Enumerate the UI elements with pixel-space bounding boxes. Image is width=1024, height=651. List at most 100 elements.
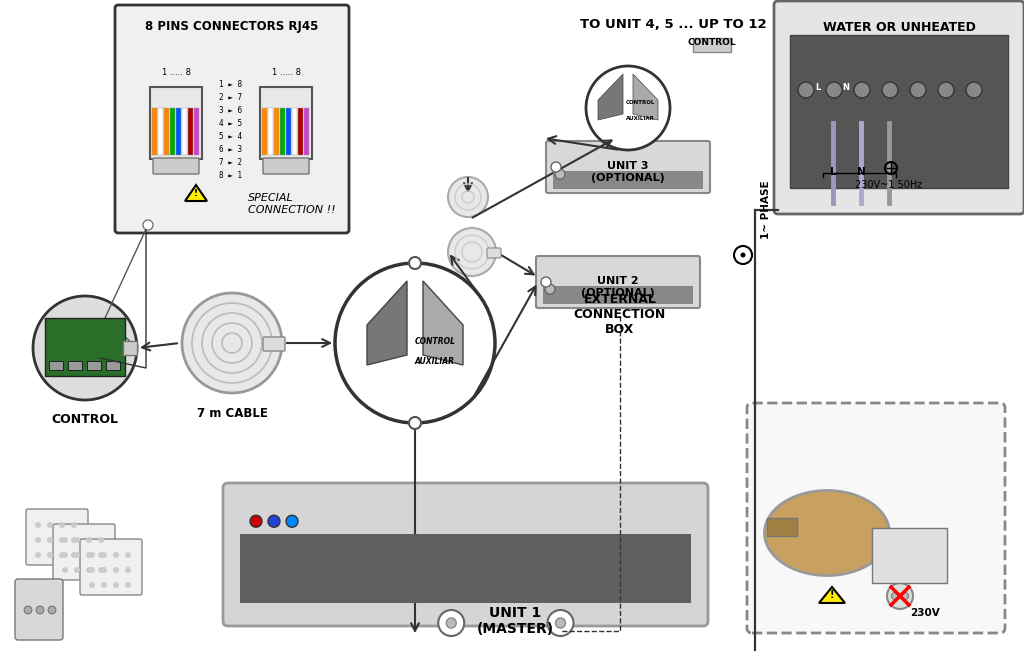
FancyBboxPatch shape (487, 248, 501, 258)
Text: 230V: 230V (910, 608, 940, 618)
Circle shape (59, 522, 65, 528)
Bar (304, 108, 309, 155)
Text: 5 ► 4: 5 ► 4 (219, 132, 243, 141)
FancyBboxPatch shape (80, 539, 142, 595)
Circle shape (35, 552, 41, 558)
Bar (292, 108, 297, 155)
Text: 1~ PHASE: 1~ PHASE (761, 181, 771, 240)
Bar (262, 108, 267, 155)
Circle shape (449, 177, 488, 217)
Circle shape (47, 537, 53, 543)
Polygon shape (633, 74, 658, 120)
Bar (150, 87, 202, 159)
Polygon shape (367, 281, 407, 365)
Bar (170, 108, 175, 155)
Text: 1 ..... 8: 1 ..... 8 (162, 68, 190, 77)
Circle shape (36, 606, 44, 614)
Circle shape (250, 515, 262, 527)
Text: L: L (829, 167, 837, 177)
Ellipse shape (765, 490, 890, 575)
Text: 8 ► 1: 8 ► 1 (219, 171, 243, 180)
Text: 6 ► 3: 6 ► 3 (219, 145, 243, 154)
Text: UNIT 2
(OPTIONAL): UNIT 2 (OPTIONAL) (582, 276, 655, 298)
Text: AUXILIAR: AUXILIAR (415, 357, 455, 365)
Text: UNIT 3
(OPTIONAL): UNIT 3 (OPTIONAL) (591, 161, 665, 183)
Text: 4 ► 5: 4 ► 5 (219, 119, 243, 128)
Circle shape (35, 522, 41, 528)
Circle shape (901, 592, 908, 600)
Bar (553, 171, 703, 189)
Bar (280, 108, 285, 155)
Text: WATER OR UNHEATED: WATER OR UNHEATED (822, 21, 976, 34)
FancyBboxPatch shape (115, 5, 349, 233)
Text: AUXILIAR: AUXILIAR (626, 115, 654, 120)
Bar (123, 341, 137, 355)
Circle shape (125, 582, 131, 588)
Bar (286, 108, 291, 155)
Bar (240, 534, 691, 603)
Circle shape (551, 162, 561, 172)
Circle shape (24, 606, 32, 614)
Text: !: ! (194, 189, 198, 197)
Text: CONTROL: CONTROL (626, 100, 654, 105)
Text: N: N (843, 83, 850, 92)
Circle shape (47, 552, 53, 558)
Circle shape (101, 567, 106, 573)
Circle shape (286, 515, 298, 527)
Bar (790, 35, 1008, 188)
Text: 2 ► 7: 2 ► 7 (219, 93, 243, 102)
Text: N: N (857, 167, 865, 177)
Circle shape (98, 537, 104, 543)
Bar (543, 286, 693, 304)
Polygon shape (819, 587, 845, 603)
Bar (49, 361, 63, 370)
FancyBboxPatch shape (15, 579, 63, 640)
Bar (152, 108, 157, 155)
Circle shape (143, 220, 153, 230)
FancyBboxPatch shape (26, 509, 88, 565)
Text: 1 ..... 8: 1 ..... 8 (271, 68, 300, 77)
Bar (188, 108, 193, 155)
Bar (87, 361, 101, 370)
FancyBboxPatch shape (546, 141, 710, 193)
Circle shape (798, 82, 814, 98)
Circle shape (48, 606, 56, 614)
Circle shape (409, 417, 421, 429)
FancyBboxPatch shape (774, 1, 1024, 214)
Bar (68, 361, 82, 370)
Text: 230V~1 50Hz: 230V~1 50Hz (855, 180, 923, 190)
Circle shape (335, 263, 495, 423)
FancyBboxPatch shape (263, 158, 309, 174)
Circle shape (113, 552, 119, 558)
Bar (158, 108, 163, 155)
Text: UNIT 1
(MASTER): UNIT 1 (MASTER) (477, 606, 554, 636)
Circle shape (966, 82, 982, 98)
Text: 8 PINS CONNECTORS RJ45: 8 PINS CONNECTORS RJ45 (145, 20, 318, 33)
FancyBboxPatch shape (223, 483, 708, 626)
Bar (45, 318, 125, 376)
Text: TO UNIT 4, 5 ... UP TO 12: TO UNIT 4, 5 ... UP TO 12 (580, 18, 767, 31)
Circle shape (71, 522, 77, 528)
Text: 7 m CABLE: 7 m CABLE (197, 407, 267, 420)
Circle shape (938, 82, 954, 98)
Text: CONTROL: CONTROL (688, 38, 736, 47)
Circle shape (887, 583, 913, 609)
Circle shape (826, 82, 842, 98)
Circle shape (882, 82, 898, 98)
Bar (176, 108, 181, 155)
Circle shape (59, 552, 65, 558)
Circle shape (89, 567, 95, 573)
Circle shape (86, 552, 92, 558)
Circle shape (446, 618, 457, 628)
Circle shape (74, 552, 80, 558)
Circle shape (438, 610, 464, 636)
Text: CONTROL: CONTROL (51, 413, 119, 426)
Circle shape (33, 296, 137, 400)
Circle shape (86, 567, 92, 573)
Circle shape (74, 537, 80, 543)
Circle shape (62, 537, 68, 543)
Bar (767, 518, 797, 536)
Circle shape (555, 169, 565, 179)
Circle shape (892, 592, 898, 600)
Circle shape (101, 582, 106, 588)
